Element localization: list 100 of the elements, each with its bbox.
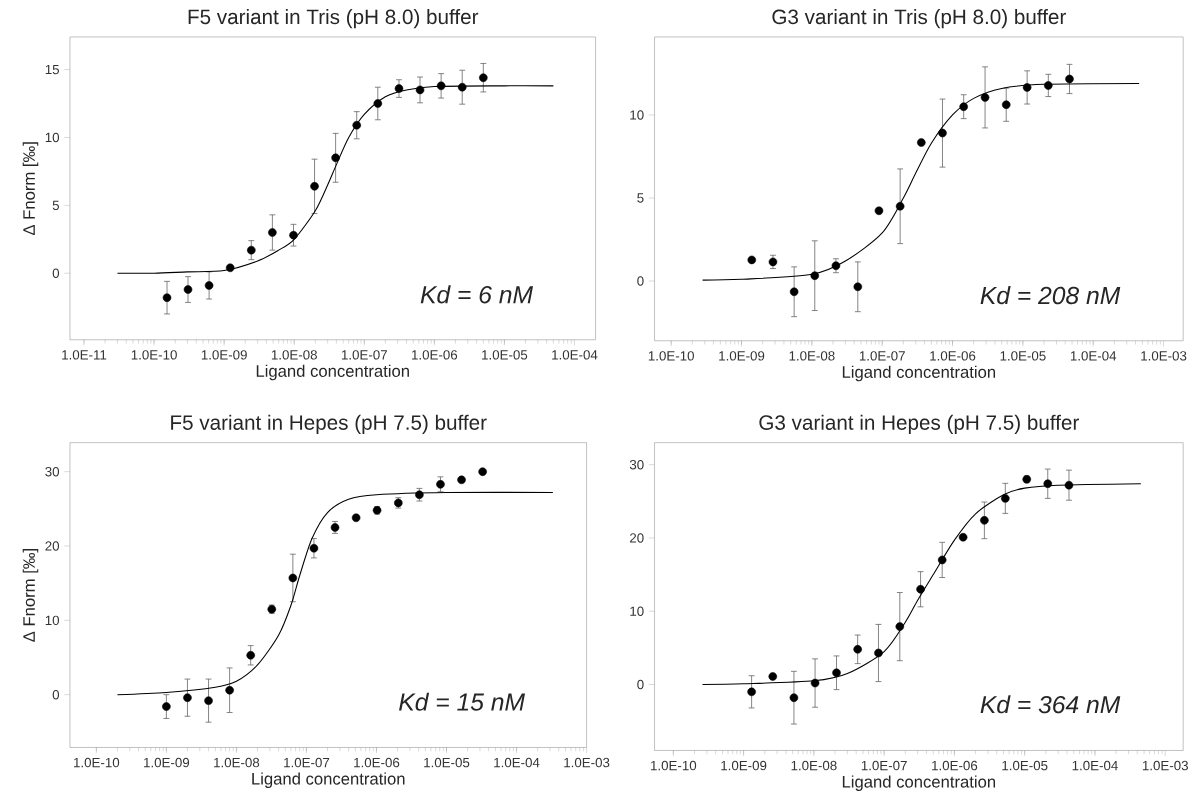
point <box>853 644 862 654</box>
x-tick-label: 1.0E-07 <box>341 349 387 360</box>
point <box>478 467 487 476</box>
annotation: Kd = 208 nM <box>980 285 1121 305</box>
point <box>980 92 990 102</box>
point <box>288 573 298 583</box>
x-tick-label: 1.0E-10 <box>648 350 694 361</box>
y-tick-label: 10 <box>45 615 60 625</box>
x-tick-label: 1.0E-05 <box>1002 760 1048 771</box>
x-tick-label: 1.0E-07 <box>861 760 907 771</box>
chart-title: F5 variant in Hepes (pH 7.5) buffer <box>171 414 487 434</box>
point <box>247 245 256 255</box>
point <box>1043 479 1053 488</box>
x-tick-label: 1.0E-09 <box>201 349 247 360</box>
point <box>1022 82 1032 92</box>
y-tick-label: 0 <box>637 276 644 286</box>
point <box>1001 493 1010 503</box>
point <box>747 255 757 264</box>
y-tick-label: 30 <box>45 466 60 477</box>
point <box>937 555 947 564</box>
y-tick-label: 30 <box>629 459 644 470</box>
y-tick-label: 20 <box>45 541 60 551</box>
point <box>895 201 905 211</box>
point <box>373 99 383 108</box>
point <box>874 648 883 658</box>
y-tick-label: 10 <box>45 132 60 142</box>
x-tick-label: 1.0E-05 <box>1000 350 1046 361</box>
x-axis-title: Ligand concentration <box>842 365 996 382</box>
chart-title: G3 variant in Tris (pH 8.0) buffer <box>772 8 1066 29</box>
point <box>415 85 425 94</box>
chart-title: F5 variant in Tris (pH 8.0) buffer <box>188 8 479 29</box>
x-tick-label: 1.0E-08 <box>789 350 835 361</box>
point <box>916 584 925 594</box>
point <box>183 693 192 702</box>
x-tick-label: 1.0E-04 <box>494 757 540 768</box>
y-tick-label: 15 <box>45 64 60 74</box>
y-tick-label: 20 <box>630 533 644 543</box>
point <box>980 515 989 525</box>
x-axis-title: Ligand concentration <box>252 772 405 788</box>
point <box>268 228 277 237</box>
point <box>309 543 319 553</box>
point <box>310 181 319 191</box>
y-tick-label: 5 <box>52 200 60 210</box>
point <box>479 73 488 82</box>
y-axis-title: Δ Fnorm [‰] <box>22 142 39 235</box>
y-tick-label: 0 <box>637 679 644 690</box>
x-tick-label: 1.0E-09 <box>144 757 190 768</box>
point <box>917 138 926 147</box>
point <box>747 687 756 696</box>
point <box>810 678 820 688</box>
x-tick-label: 1.0E-11 <box>62 349 107 360</box>
x-tick-label: 1.0E-10 <box>651 760 697 771</box>
point <box>789 693 799 702</box>
x-tick-label: 1.0E-10 <box>131 349 177 360</box>
point <box>331 153 340 162</box>
point <box>162 293 172 302</box>
annotation: Kd = 15 nM <box>399 692 526 711</box>
x-tick-label: 1.0E-09 <box>721 760 767 771</box>
annotation: Kd = 6 nM <box>420 285 534 304</box>
x-tick-label: 1.0E-06 <box>930 350 976 361</box>
point <box>415 490 424 499</box>
point <box>289 230 298 240</box>
point <box>938 128 947 138</box>
point <box>351 513 361 522</box>
x-tick-label: 1.0E-04 <box>552 349 598 360</box>
point <box>789 287 799 296</box>
x-tick-label: 1.0E-09 <box>719 350 765 361</box>
point <box>352 120 361 130</box>
y-axis-title: Δ Fnorm [‰] <box>22 548 39 642</box>
x-tick-label: 1.0E-06 <box>412 349 458 360</box>
point <box>162 702 171 711</box>
point <box>874 206 884 215</box>
x-tick-label: 1.0E-04 <box>1070 350 1117 361</box>
point <box>1065 74 1074 84</box>
y-tick-label: 10 <box>630 110 644 120</box>
point <box>436 479 445 489</box>
point <box>958 532 968 542</box>
x-tick-label: 1.0E-10 <box>74 757 120 768</box>
x-tick-label: 1.0E-07 <box>284 757 330 768</box>
point <box>246 650 255 660</box>
point <box>832 668 841 677</box>
point <box>394 84 404 93</box>
x-axis-title: Ligand concentration <box>256 364 409 381</box>
x-tick-label: 1.0E-06 <box>354 757 400 768</box>
x-tick-label: 1.0E-04 <box>1072 760 1118 771</box>
point <box>853 282 863 291</box>
point <box>895 622 905 631</box>
x-tick-label: 1.0E-03 <box>564 757 610 768</box>
point <box>436 81 446 90</box>
x-tick-label: 1.0E-08 <box>271 349 317 360</box>
point <box>204 696 213 705</box>
chart-title: G3 variant in Hepes (pH 7.5) buffer <box>759 414 1079 434</box>
point <box>225 685 234 695</box>
x-tick-label: 1.0E-05 <box>482 349 528 360</box>
y-tick-label: 0 <box>52 689 60 700</box>
point <box>457 82 467 92</box>
point <box>457 475 466 484</box>
point <box>225 263 235 272</box>
x-tick-label: 1.0E-07 <box>859 350 905 361</box>
x-tick-label: 1.0E-05 <box>424 757 470 768</box>
